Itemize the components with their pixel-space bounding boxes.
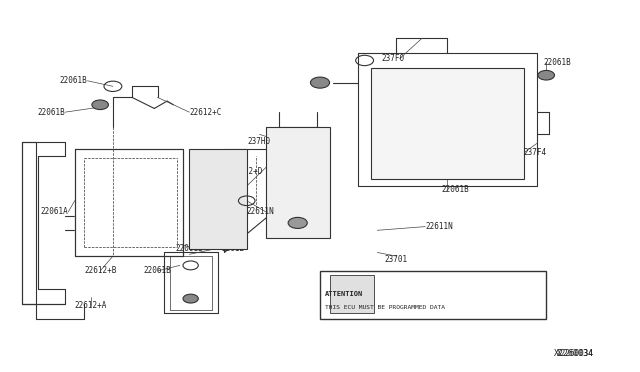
Text: ATTENTION: ATTENTION — [325, 291, 364, 297]
Text: 23701: 23701 — [385, 255, 408, 264]
Bar — [266, 127, 330, 238]
Text: 22061B: 22061B — [143, 266, 172, 275]
Text: 22612+A: 22612+A — [74, 301, 107, 311]
Text: 22061B: 22061B — [175, 244, 204, 253]
Text: 22612+D: 22612+D — [231, 167, 263, 176]
Bar — [330, 275, 374, 313]
Circle shape — [538, 70, 554, 80]
Text: 22611N: 22611N — [246, 207, 275, 217]
Text: 22061A: 22061A — [40, 207, 68, 217]
Text: 22061B: 22061B — [543, 58, 571, 67]
Polygon shape — [75, 149, 183, 256]
Text: 237F4: 237F4 — [524, 148, 547, 157]
Text: X2260034: X2260034 — [554, 350, 594, 359]
Text: 22061B: 22061B — [37, 108, 65, 117]
Bar — [320, 271, 546, 319]
Circle shape — [288, 217, 307, 228]
Text: 22612+B: 22612+B — [84, 266, 116, 275]
Text: 22061B: 22061B — [60, 76, 88, 85]
Text: 237H0: 237H0 — [248, 137, 271, 146]
Text: 22611N: 22611N — [425, 222, 453, 231]
Polygon shape — [22, 142, 36, 304]
Text: 22612+C: 22612+C — [189, 108, 221, 117]
Text: 22061B: 22061B — [441, 185, 469, 194]
Text: 237F0: 237F0 — [381, 54, 405, 63]
Bar — [189, 149, 246, 249]
Text: THIS ECU MUST BE PROGRAMMED DATA: THIS ECU MUST BE PROGRAMMED DATA — [325, 305, 445, 310]
Circle shape — [183, 294, 198, 303]
Circle shape — [92, 100, 108, 110]
Text: X2260034: X2260034 — [557, 350, 594, 359]
Circle shape — [310, 77, 330, 88]
Bar — [371, 68, 524, 179]
Text: 22612: 22612 — [221, 244, 244, 253]
